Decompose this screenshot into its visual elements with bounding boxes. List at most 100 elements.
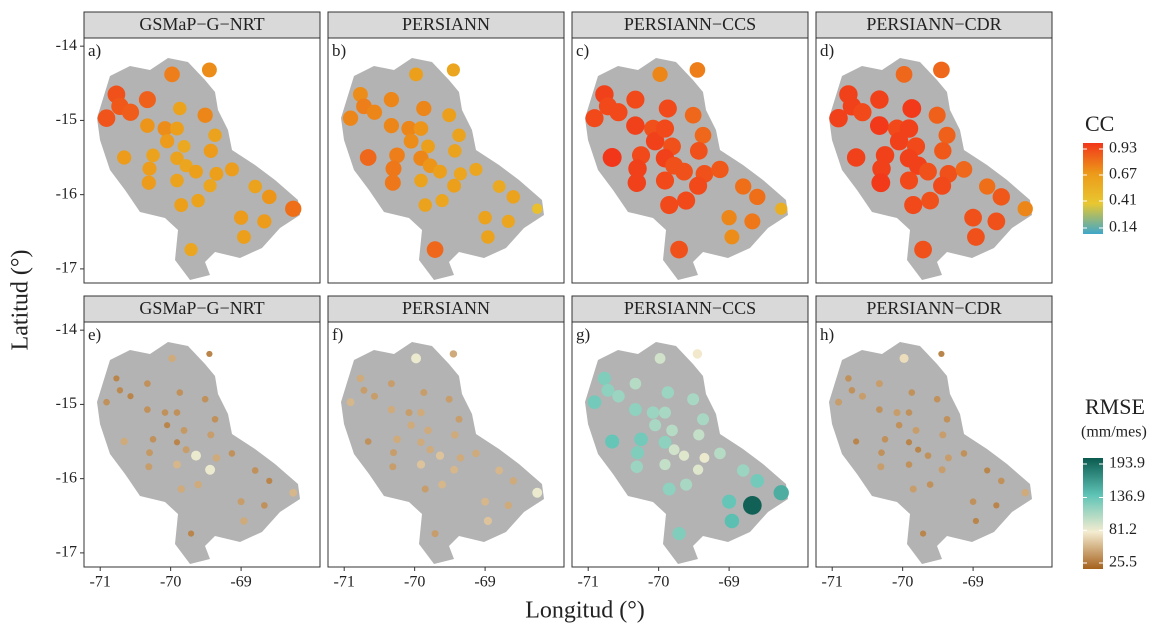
- station-point: [452, 128, 466, 143]
- station-point: [144, 380, 151, 387]
- panel-label: h): [820, 325, 834, 344]
- station-point: [993, 502, 1000, 509]
- x-tick-label: -70: [404, 574, 425, 591]
- colorbar: [1083, 143, 1103, 234]
- strip: [815, 11, 1053, 39]
- y-tick-label: -14: [56, 37, 77, 54]
- station-point: [448, 144, 462, 158]
- station-point: [426, 241, 444, 258]
- station-point: [435, 194, 449, 208]
- station-point: [659, 458, 671, 471]
- station-point: [446, 63, 460, 77]
- x-tick-label: -70: [160, 574, 181, 591]
- colorbar-label: 0.93: [1109, 140, 1137, 157]
- y-tick-label: -15: [56, 111, 77, 128]
- station-point: [203, 179, 217, 193]
- station-point: [905, 461, 913, 468]
- station-point: [979, 178, 996, 195]
- station-point: [236, 230, 251, 244]
- station-point: [387, 405, 396, 414]
- station-point: [919, 162, 937, 181]
- station-point: [97, 109, 116, 127]
- station-point: [509, 477, 518, 485]
- y-tick-label: -16: [56, 469, 77, 486]
- station-point: [877, 463, 885, 471]
- x-tick-label: -69: [474, 574, 495, 591]
- station-point: [902, 99, 922, 118]
- station-point: [173, 409, 181, 416]
- station-point: [164, 422, 171, 429]
- station-point: [149, 435, 157, 443]
- panel-title: PERSIANN−CCS: [624, 298, 756, 318]
- station-point: [652, 66, 668, 83]
- station-point: [364, 438, 372, 445]
- station-point: [285, 200, 302, 217]
- x-tick-label: -69: [230, 574, 251, 591]
- station-point: [714, 447, 726, 460]
- station-point: [658, 435, 672, 449]
- station-point: [179, 159, 193, 173]
- station-point: [403, 133, 419, 149]
- station-point: [675, 162, 693, 181]
- station-point: [967, 228, 985, 246]
- station-point: [684, 106, 702, 124]
- station-point: [414, 173, 428, 188]
- station-point: [938, 466, 946, 474]
- station-point: [387, 380, 395, 388]
- station-point: [912, 426, 920, 434]
- colorbar-label: 0.41: [1109, 192, 1137, 209]
- strip: [83, 11, 321, 39]
- x-tick-label: -69: [718, 574, 739, 591]
- station-point: [628, 159, 647, 178]
- station-point: [141, 175, 156, 190]
- station-point: [160, 134, 175, 149]
- station-point: [451, 431, 459, 439]
- station-point: [173, 101, 187, 116]
- x-tick-label: -71: [90, 574, 111, 591]
- station-point: [744, 213, 761, 230]
- colorbar: [1083, 458, 1103, 569]
- station-point: [895, 421, 903, 429]
- colorbar-label: 81.2: [1109, 521, 1137, 538]
- station-point: [359, 149, 377, 166]
- station-point: [699, 452, 710, 463]
- station-point: [1021, 489, 1029, 497]
- station-point: [233, 210, 249, 225]
- station-point: [182, 446, 190, 454]
- station-point: [662, 482, 676, 496]
- legend-title: RMSE: [1085, 394, 1145, 419]
- station-point: [773, 485, 789, 501]
- station-point: [346, 398, 355, 407]
- station-point: [211, 415, 219, 423]
- station-point: [997, 477, 1005, 485]
- station-point: [442, 108, 457, 123]
- station-point: [251, 467, 259, 474]
- x-tick-label: -71: [578, 574, 599, 591]
- station-point: [201, 395, 209, 403]
- x-tick-label: -69: [962, 574, 983, 591]
- station-point: [893, 409, 901, 417]
- x-tick-label: -70: [892, 574, 913, 591]
- station-point: [113, 375, 120, 382]
- station-point: [416, 100, 432, 117]
- station-point: [743, 496, 762, 515]
- station-point: [939, 431, 947, 439]
- colorbar-label: 136.9: [1109, 488, 1145, 505]
- station-point: [103, 398, 110, 406]
- station-point: [389, 463, 397, 471]
- station-point: [240, 517, 248, 525]
- station-point: [987, 212, 1006, 231]
- y-tick-label: -16: [56, 185, 77, 202]
- station-point: [383, 91, 400, 108]
- station-point: [678, 450, 690, 461]
- station-point: [724, 229, 740, 245]
- station-point: [646, 406, 660, 419]
- station-point: [955, 161, 973, 178]
- station-point: [492, 180, 506, 193]
- station-point: [433, 164, 447, 179]
- station-point: [602, 148, 622, 168]
- station-point: [393, 435, 401, 444]
- legend-subtitle: (mm/mes): [1081, 424, 1147, 441]
- station-point: [749, 188, 766, 206]
- station-point: [661, 386, 675, 399]
